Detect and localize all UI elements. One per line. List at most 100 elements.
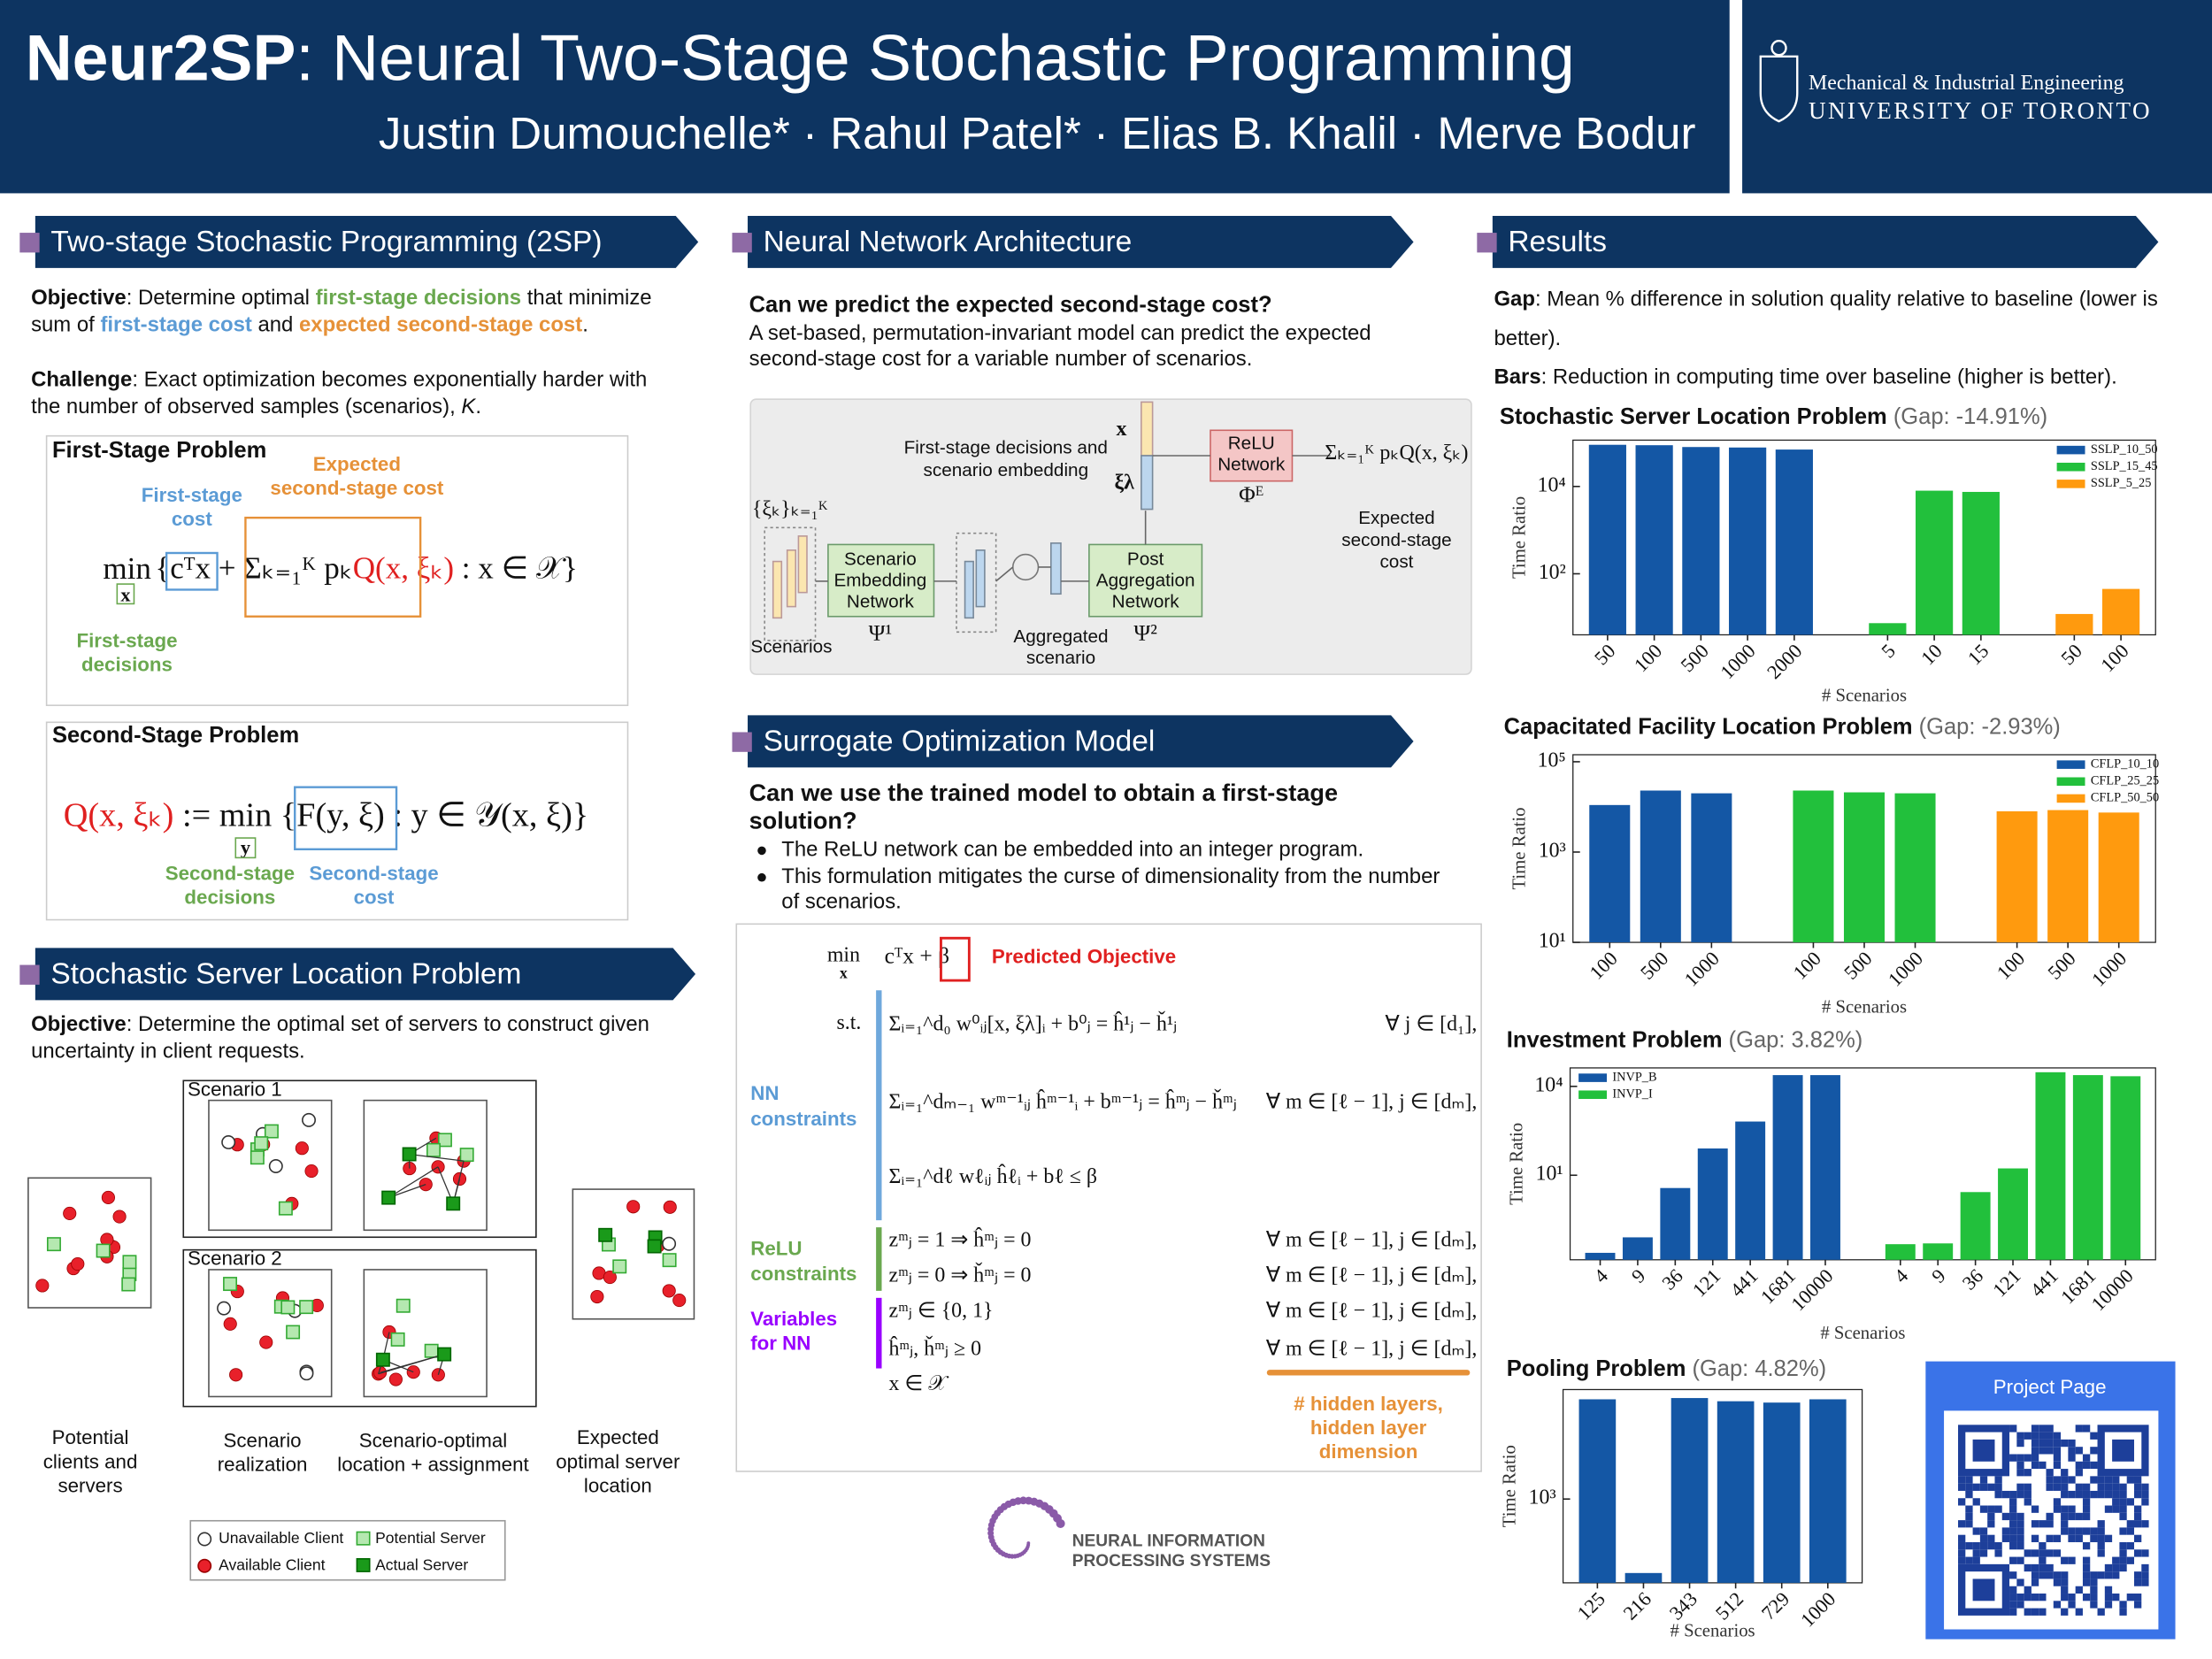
text-run: that minimize — [521, 286, 651, 310]
qr-module — [1987, 1520, 1995, 1528]
qr-module — [2061, 1483, 2069, 1491]
qr-module — [2141, 1571, 2149, 1579]
qr-module — [2031, 1563, 2039, 1572]
qr-module — [2016, 1520, 2024, 1528]
legend-label: CFLP_50_50 — [2091, 791, 2159, 805]
qr-module — [1965, 1505, 1973, 1513]
chart-title: Pooling Problem (Gap: 4.82%) — [1507, 1356, 1826, 1381]
text-run: . — [475, 395, 481, 419]
qr-module — [2039, 1549, 2047, 1557]
diagram-symbol: {ξₖ}ₖ₌₁ᴷ — [752, 498, 828, 521]
chart-subtitle: (Gap: -14.91%) — [1893, 404, 2047, 429]
section-heading: Surrogate Optimization Model — [764, 725, 1156, 757]
qr-module — [2133, 1483, 2142, 1491]
server-potential — [424, 1343, 439, 1358]
qr-module — [2031, 1425, 2039, 1432]
legend-box — [189, 1519, 506, 1581]
qr-module — [2009, 1498, 2017, 1506]
legend-label: INVP_B — [1612, 1070, 1656, 1084]
qr-module — [2112, 1594, 2120, 1601]
qr-module — [2104, 1594, 2113, 1601]
qr-module — [1965, 1483, 1973, 1491]
client-unavailable — [299, 1366, 314, 1381]
bar — [1809, 1399, 1847, 1583]
server-potential — [286, 1325, 301, 1340]
qr-module — [1965, 1512, 1973, 1521]
text-run: Objective — [31, 1012, 127, 1036]
qr-module — [2112, 1571, 2120, 1579]
qr-module — [2053, 1505, 2062, 1513]
qr-module — [2097, 1549, 2105, 1557]
text-run: Objective — [31, 286, 127, 310]
qr-module — [2104, 1534, 2113, 1542]
qr-module — [2141, 1520, 2149, 1528]
chart-title-main: Pooling Problem — [1507, 1356, 1686, 1381]
legend-label: Unavailable Client — [219, 1529, 343, 1547]
qr-module — [1972, 1549, 1980, 1557]
section-banner — [35, 215, 699, 268]
qr-module — [2031, 1571, 2039, 1579]
qr-module — [2031, 1461, 2039, 1470]
qr-module — [2112, 1563, 2120, 1572]
diagram-symbol: Ψ² — [1133, 619, 1157, 645]
qr-module — [1994, 1483, 2002, 1491]
text-run: : x ∈ 𝒳} — [454, 551, 578, 586]
qr-module — [2001, 1527, 2010, 1535]
qr-module — [2119, 1563, 2127, 1572]
legend-swatch — [2056, 760, 2085, 769]
assignment — [388, 1166, 439, 1199]
qr-module — [2024, 1586, 2032, 1594]
qr-module — [1958, 1520, 1966, 1528]
server-potential — [46, 1237, 61, 1252]
qr-module — [1972, 1483, 1980, 1491]
text-run: : y ∈ 𝒴(x, ξ)} — [385, 797, 588, 834]
qr-module — [2090, 1594, 2098, 1601]
y-axis-label: Time Ratio — [1510, 496, 1530, 579]
qr-module — [2061, 1490, 2069, 1499]
qr-module — [2133, 1571, 2142, 1579]
qr-module — [2075, 1534, 2083, 1542]
qr-module — [2068, 1439, 2076, 1448]
diagram-label: Aggregated — [1013, 626, 1108, 647]
qr-module — [2016, 1439, 2024, 1448]
diagram-label: second-stage — [1341, 530, 1451, 550]
qr-module — [2053, 1571, 2062, 1579]
qr-module — [1958, 1534, 1966, 1542]
server-actual — [437, 1347, 452, 1362]
paragraph: Objective: Determine the optimal set of … — [31, 1012, 649, 1036]
client-unavailable — [662, 1236, 677, 1251]
qr-module — [2016, 1594, 2024, 1601]
legend-symbol — [197, 1558, 212, 1573]
diagram-label: Network — [1217, 455, 1286, 475]
qr-module — [2141, 1498, 2149, 1506]
qr-module — [2061, 1520, 2069, 1528]
server-potential — [437, 1133, 452, 1148]
qr-module — [2009, 1505, 2017, 1513]
bar — [1660, 1187, 1691, 1260]
section-heading: Two-stage Stochastic Programming (2SP) — [50, 226, 602, 258]
client-available — [71, 1256, 85, 1271]
qr-module — [2126, 1594, 2134, 1601]
qr-module — [2016, 1490, 2024, 1499]
qr-module — [2126, 1520, 2134, 1528]
annotation: cost — [354, 887, 395, 909]
bar — [1960, 1192, 1991, 1260]
text-run: Q(x, ξₖ) — [64, 797, 174, 834]
badge-label: Project Page — [1993, 1376, 2107, 1398]
chart-title-main: Investment Problem — [1507, 1027, 1723, 1052]
group-frame — [956, 532, 997, 634]
crest — [1759, 40, 1799, 123]
qr-module — [2031, 1432, 2039, 1440]
qr-module — [2039, 1447, 2047, 1455]
qr-module — [2133, 1594, 2142, 1601]
qr-module — [2009, 1601, 2017, 1609]
bar — [2047, 810, 2089, 943]
formula: y — [241, 836, 250, 858]
qr-module — [2119, 1498, 2127, 1506]
qr-module — [2039, 1541, 2047, 1550]
bar — [1772, 1075, 1803, 1260]
server-potential — [280, 1300, 296, 1315]
qr-module — [2075, 1425, 2083, 1432]
qr-module — [1972, 1541, 1980, 1550]
